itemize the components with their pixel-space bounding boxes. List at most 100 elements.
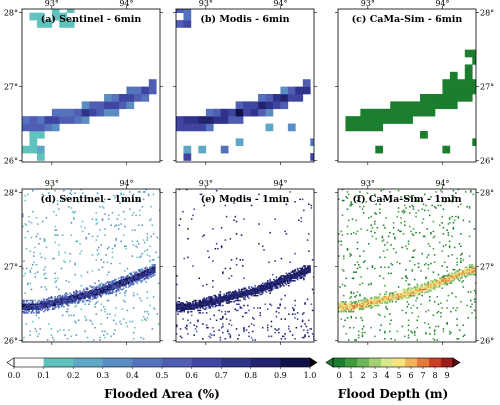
flood-cell (411, 312, 414, 314)
flood-cell (371, 301, 374, 303)
flood-cell (394, 291, 396, 293)
flood-cell (269, 282, 271, 285)
flood-cell (360, 228, 362, 230)
flood-cell (370, 283, 372, 286)
flood-cell (303, 312, 305, 314)
flood-cell (382, 108, 391, 117)
flood-cell (185, 303, 188, 306)
flood-cell (456, 324, 458, 327)
flood-cell (117, 228, 120, 230)
flood-cell (112, 283, 115, 286)
flood-cell (407, 336, 410, 339)
flood-cell (190, 307, 193, 309)
flood-cell (79, 297, 81, 299)
flood-cell (303, 273, 305, 276)
flood-cell (269, 280, 271, 282)
flood-cell (273, 281, 275, 283)
flood-cell (127, 276, 130, 278)
flood-cell (79, 252, 81, 255)
flood-cell (411, 270, 414, 272)
flood-cell (100, 259, 103, 261)
flood-cell (31, 304, 34, 307)
flood-cell (177, 304, 179, 307)
flood-cell (361, 335, 364, 338)
flood-cell (385, 291, 387, 293)
flood-cell (78, 301, 80, 303)
flood-cell (96, 222, 99, 224)
flood-cell (63, 297, 65, 299)
flood-cell (104, 101, 112, 110)
flood-cell (120, 193, 122, 196)
flood-cell (237, 297, 239, 299)
flood-cell (375, 108, 384, 117)
flood-cell (342, 325, 345, 328)
flood-cell (435, 281, 437, 283)
flood-cell (127, 280, 130, 282)
flood-cell (384, 338, 386, 340)
flood-cell (212, 303, 214, 306)
flood-cell (59, 108, 68, 117)
flood-cell (131, 283, 134, 286)
flood-cell (176, 116, 184, 124)
lon-tick-label: 93° (361, 179, 375, 188)
flood-cell (339, 304, 341, 307)
flood-cell (253, 294, 255, 297)
flood-cell (244, 289, 247, 292)
flood-cell (212, 297, 214, 299)
flood-cell (447, 280, 450, 282)
flood-cell (74, 305, 76, 308)
flood-cell (178, 307, 181, 309)
flood-cell (38, 243, 40, 245)
flood-cell (420, 94, 428, 102)
flood-cell (219, 318, 222, 320)
flood-cell (355, 301, 357, 303)
flood-cell (279, 283, 281, 286)
flood-cell (134, 278, 136, 281)
flood-cell (436, 284, 438, 287)
flood-cell (227, 298, 229, 301)
flood-cell (235, 257, 238, 260)
flood-cell (283, 281, 285, 283)
flood-cell (251, 293, 254, 296)
flood-cell (107, 288, 110, 291)
flood-cell (342, 305, 345, 308)
flood-cell (384, 298, 386, 301)
flood-cell (214, 297, 217, 299)
flood-cell (435, 282, 437, 285)
flood-cell (349, 310, 351, 313)
flood-cell (44, 20, 53, 28)
flood-cell (142, 275, 145, 277)
flood-cell (228, 291, 230, 293)
flood-cell (374, 193, 376, 196)
flood-cell (76, 240, 79, 243)
flood-cell (338, 305, 340, 308)
flood-cell (141, 268, 144, 271)
flood-cell (45, 246, 48, 249)
flood-cell (423, 287, 426, 289)
flood-cell (88, 294, 90, 297)
flood-cell (85, 318, 88, 320)
flood-cell (434, 101, 443, 110)
flood-cell (149, 272, 151, 275)
flood-cell (125, 322, 127, 324)
flood-cell (68, 281, 70, 283)
flood-cell (208, 303, 210, 306)
flood-cell (344, 305, 346, 308)
flood-cell (107, 284, 110, 287)
flood-cell (121, 284, 124, 287)
flood-cell (243, 329, 245, 331)
flood-cell (44, 277, 46, 280)
flood-cell (234, 308, 237, 310)
flood-cell (192, 305, 194, 308)
flood-cell (69, 252, 71, 255)
flood-cell (440, 312, 442, 314)
flood-cell (146, 275, 149, 277)
flood-cell (36, 153, 45, 161)
flood-cell (448, 276, 451, 278)
flood-cell (361, 302, 364, 304)
flood-cell (243, 108, 251, 117)
flood-cell (230, 301, 233, 303)
flood-cell (409, 196, 411, 198)
flood-cell (51, 299, 54, 302)
flood-cell (228, 298, 230, 301)
